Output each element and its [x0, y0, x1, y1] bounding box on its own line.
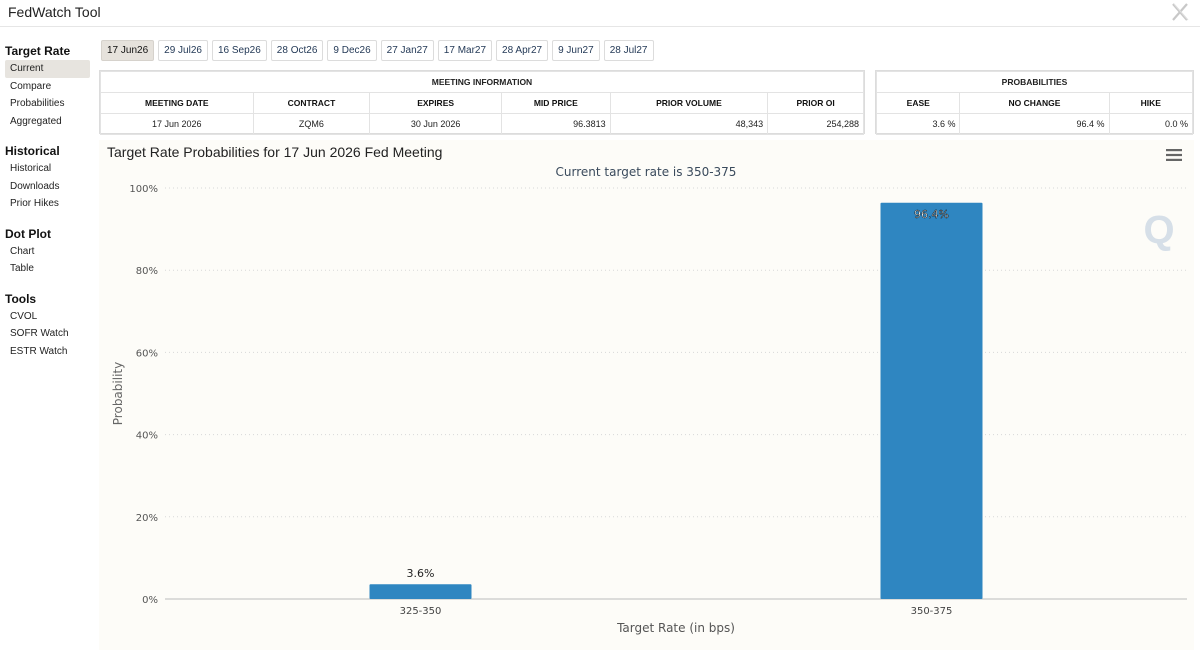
table-header-cell: EASE: [875, 92, 961, 114]
bar-325-350: [369, 584, 472, 599]
sidebar-gap: [0, 360, 96, 366]
y-tick-label: 40%: [136, 431, 158, 442]
sidebar-gap: [0, 213, 96, 219]
x-logo-icon[interactable]: [1170, 2, 1190, 22]
y-axis-label: Probability: [111, 362, 125, 425]
sidebar-item-prior-hikes[interactable]: Prior Hikes: [10, 198, 59, 209]
tab-meeting-date[interactable]: 17 Jun26: [101, 40, 155, 61]
sidebar-gap: [0, 278, 96, 284]
sidebar-section-title: Tools: [5, 291, 37, 306]
sidebar-section-title: Dot Plot: [5, 226, 51, 241]
y-tick-label: 60%: [136, 348, 158, 359]
table-cell: 254,288: [767, 113, 864, 135]
tab-meeting-date[interactable]: 16 Sep26: [211, 40, 267, 61]
x-axis-label: Target Rate (in bps): [616, 621, 735, 635]
meeting-information-table: MEETING INFORMATION MEETING DATE CONTRACT…: [99, 70, 865, 135]
table-cell: 30 Jun 2026: [369, 113, 502, 135]
probabilities-table: PROBABILITIES EASE NO CHANGE HIKE 3.6 % 96.…: [875, 70, 1194, 135]
sidebar-item-downloads[interactable]: Downloads: [10, 180, 60, 192]
table-cell: 0.0 %: [1108, 113, 1194, 135]
sidebar-gap: [0, 130, 96, 136]
sidebar-item-table[interactable]: Table: [10, 263, 34, 274]
hamburger-menu-icon[interactable]: [1166, 149, 1182, 161]
table-cell: 3.6 %: [875, 113, 961, 135]
svg-text:Q: Q: [1143, 208, 1174, 252]
sidebar-item-compare[interactable]: Compare: [10, 80, 52, 92]
table-cell: 96.4 %: [959, 113, 1110, 135]
table-header-cell: NO CHANGE: [959, 92, 1110, 114]
table-header-cell: MEETING DATE: [100, 92, 254, 114]
sidebar-item-chart[interactable]: Chart: [10, 245, 35, 257]
y-tick-label: 0%: [142, 595, 158, 606]
sidebar-item-probabilities[interactable]: Probabilities: [10, 98, 65, 109]
sidebar-item-cvol[interactable]: CVOL: [10, 310, 38, 322]
table-cell: ZQM6: [252, 113, 371, 135]
tab-meeting-date[interactable]: 28 Apr27: [496, 40, 549, 61]
sidebar-section-title: Target Rate: [5, 44, 71, 58]
table-header-cell: HIKE: [1108, 92, 1194, 114]
sidebar-nav: Target Rate Current Compare Probabilities Ag…: [0, 36, 96, 366]
x-tick-label: 325-350: [400, 606, 442, 617]
tab-meeting-date[interactable]: 9 Jun27: [552, 40, 600, 61]
bar-data-label: 3.6%: [407, 567, 435, 580]
table-cell: 17 Jun 2026: [100, 113, 254, 135]
sidebar-section-title: Historical: [5, 144, 60, 158]
tab-meeting-date[interactable]: 9 Dec26: [327, 40, 377, 61]
table-cell: 96.3813: [500, 113, 611, 135]
app-title: FedWatch Tool: [8, 4, 101, 20]
q-watermark-icon: Q: [1143, 208, 1174, 252]
probability-bar-chart: Q Current target rate is 350-375 0% 20% 40% 6…: [111, 165, 1187, 635]
sidebar-item-estr-watch[interactable]: ESTR Watch: [10, 345, 68, 357]
chart-heading: Target Rate Probabilities for 17 Jun 202…: [107, 144, 443, 160]
sidebar-item-current[interactable]: Current: [5, 60, 90, 78]
sidebar-item-sofr-watch[interactable]: SOFR Watch: [10, 328, 69, 339]
tab-meeting-date[interactable]: 29 Jul26: [158, 40, 208, 61]
tab-meeting-date[interactable]: 27 Jan27: [380, 40, 434, 61]
tab-meeting-date[interactable]: 17 Mar27: [437, 40, 493, 61]
chart-title: Current target rate is 350-375: [556, 165, 737, 179]
bar-data-label: 96.4%: [914, 208, 949, 221]
table-header-cell: PRIOR VOLUME: [609, 92, 769, 114]
tab-meeting-date[interactable]: 28 Oct26: [270, 40, 324, 61]
meeting-date-tabs: 17 Jun26 29 Jul26 16 Sep26 28 Oct26 9 Dec26 2…: [101, 40, 654, 61]
sidebar-item-aggregated[interactable]: Aggregated: [10, 115, 62, 127]
table-header-cell: EXPIRES: [369, 92, 502, 114]
bar-350-375: [880, 202, 983, 599]
sidebar-item-historical[interactable]: Historical: [10, 163, 52, 174]
table-header-cell: MID PRICE: [500, 92, 611, 114]
chart-panel: Target Rate Probabilities for 17 Jun 202…: [99, 140, 1194, 650]
title-bar: FedWatch Tool: [0, 0, 1200, 27]
table-header-cell: CONTRACT: [252, 92, 371, 114]
probabilities-title: PROBABILITIES: [876, 71, 1193, 93]
table-header-cell: PRIOR OI: [767, 92, 864, 114]
y-tick-label: 100%: [129, 184, 158, 195]
meeting-information-title: MEETING INFORMATION: [100, 71, 864, 93]
x-tick-label: 350-375: [911, 606, 953, 617]
y-tick-label: 80%: [136, 266, 158, 277]
tab-meeting-date[interactable]: 28 Jul27: [603, 40, 654, 61]
table-cell: 48,343: [609, 113, 769, 135]
y-tick-label: 20%: [136, 513, 158, 524]
